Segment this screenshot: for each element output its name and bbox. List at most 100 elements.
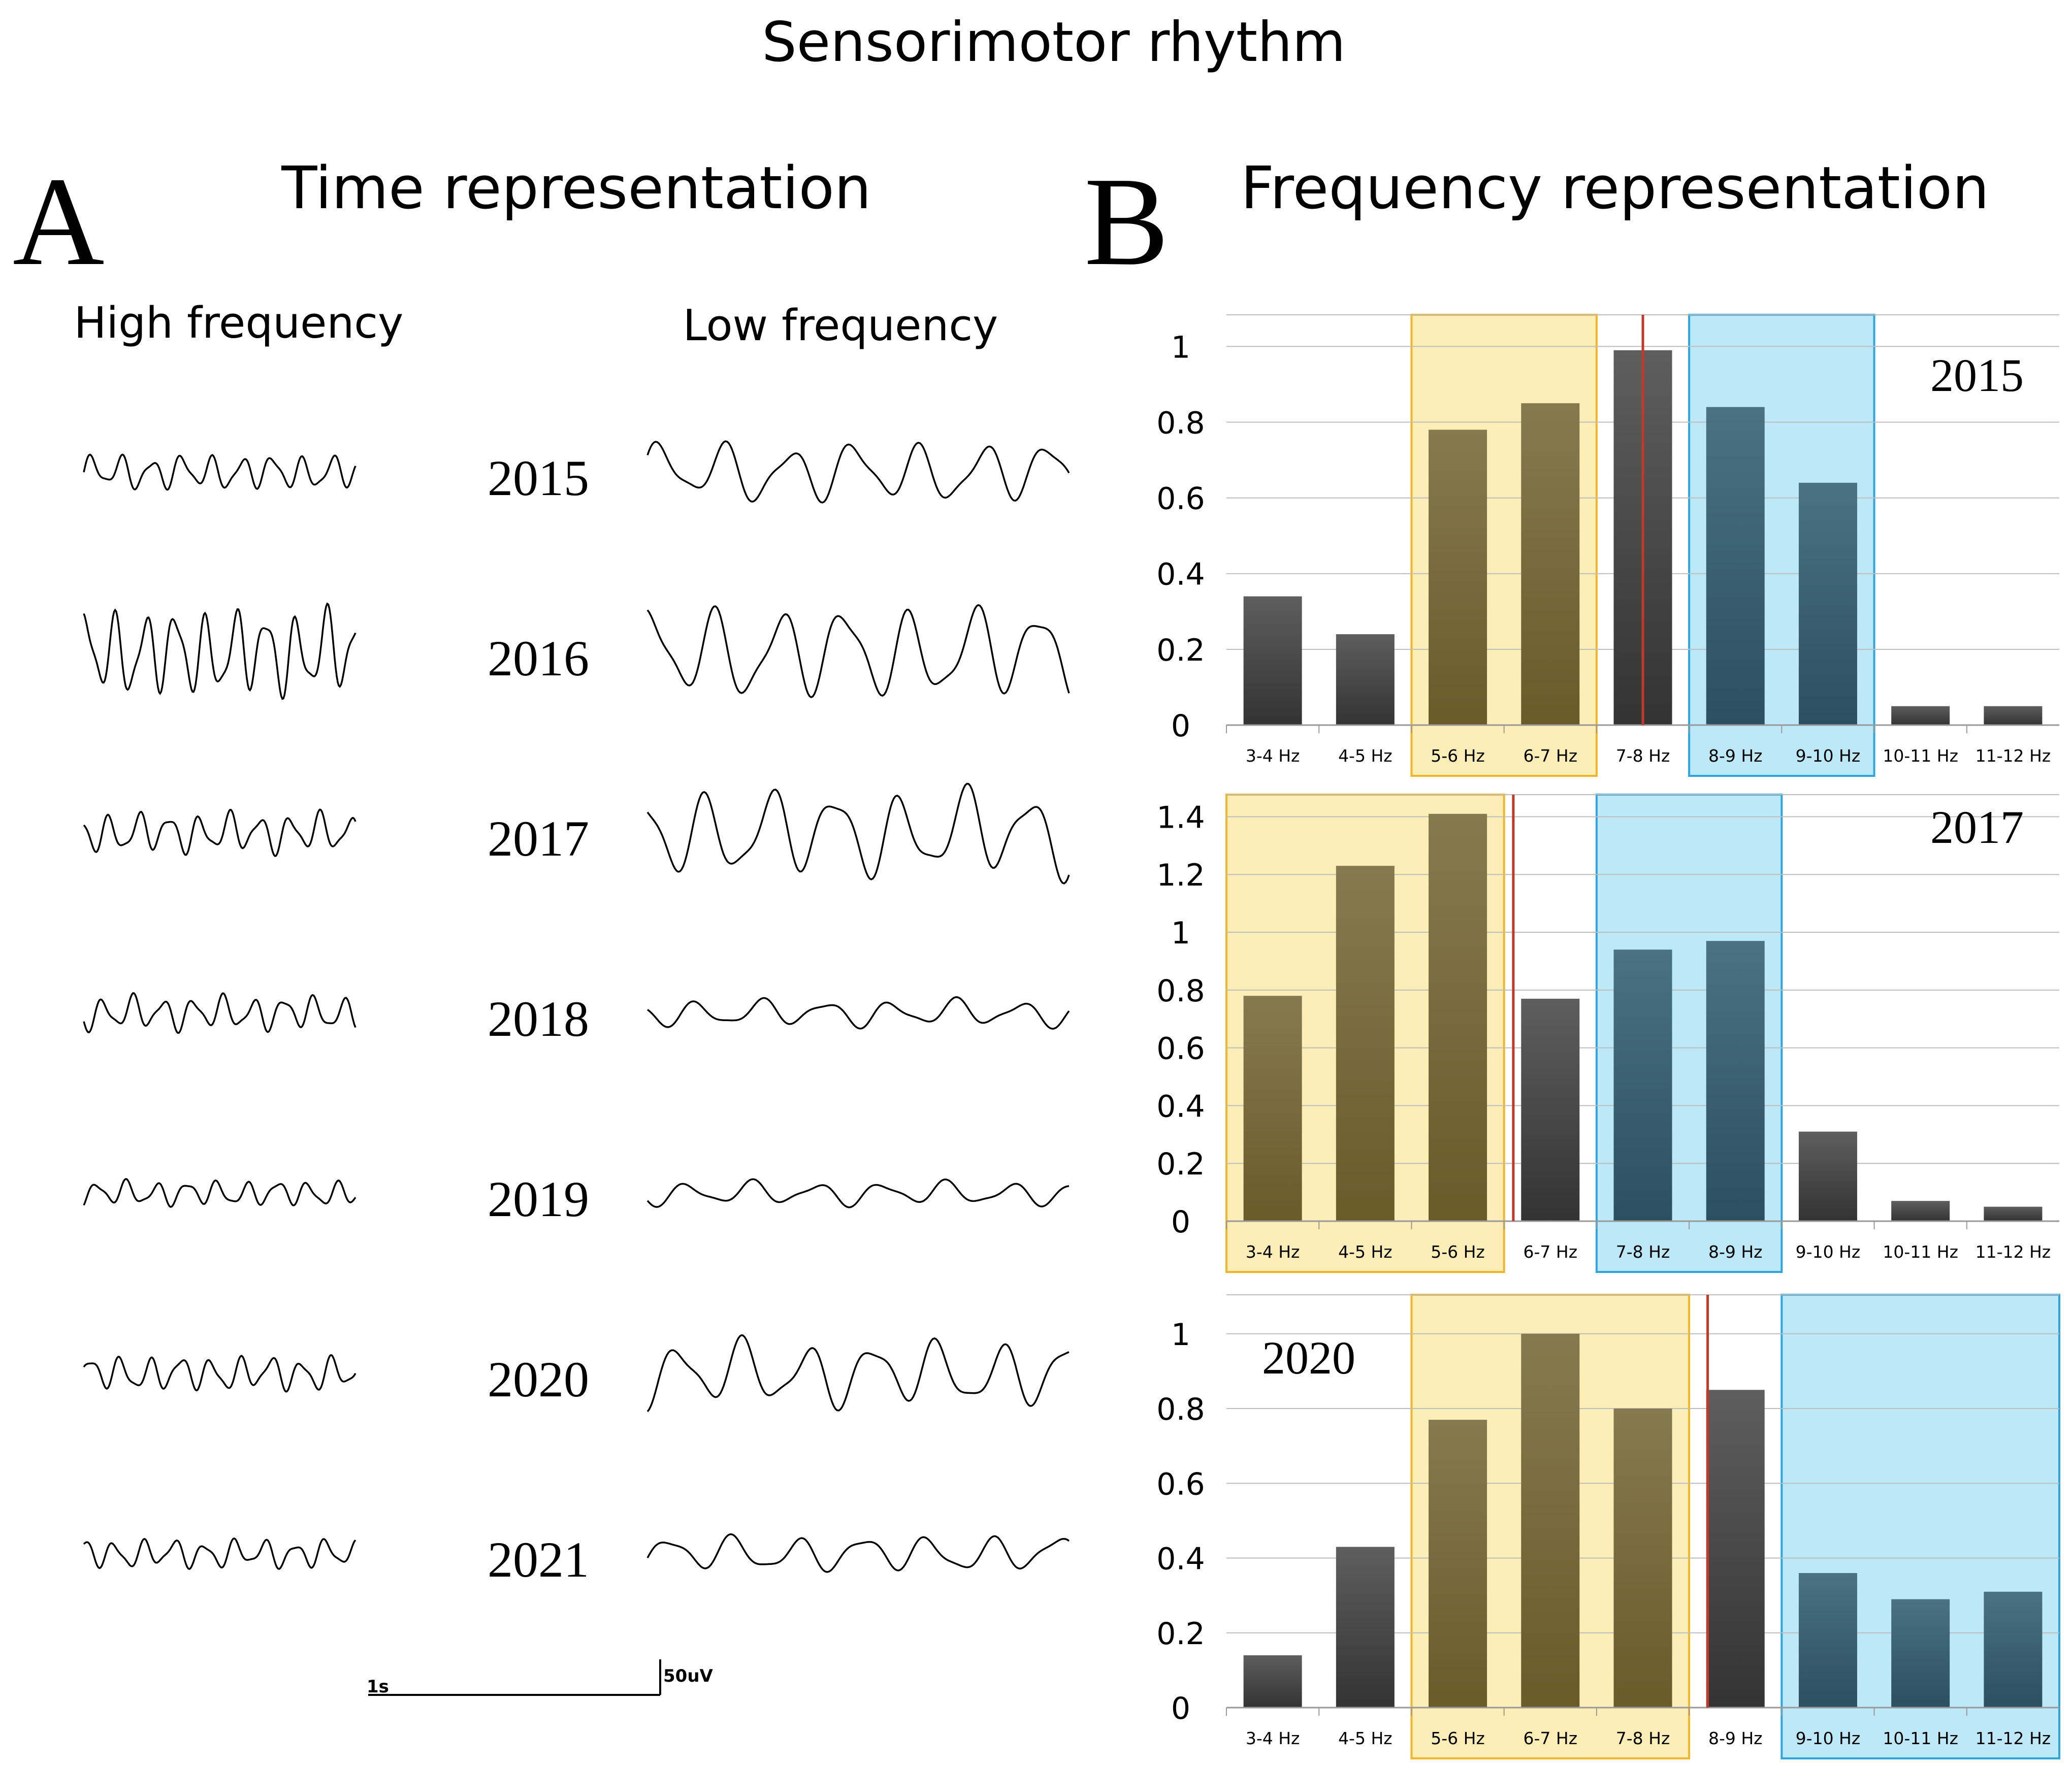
y-tick-label: 0.2	[1156, 633, 1205, 668]
y-tick-label: 0	[1171, 1691, 1190, 1726]
x-tick-label: 10-11 Hz	[1883, 1242, 1958, 1262]
bar	[1336, 866, 1395, 1221]
low-frequency-trace	[646, 1334, 1070, 1412]
trace-row: 2017	[83, 782, 1070, 885]
x-tick-label: 5-6 Hz	[1431, 746, 1485, 766]
bar	[1706, 1390, 1765, 1708]
x-tick-label: 7-8 Hz	[1616, 1728, 1670, 1748]
y-tick-label: 0.4	[1156, 1542, 1205, 1577]
low-frequency-trace	[646, 996, 1070, 1030]
y-tick-label: 0	[1171, 1204, 1190, 1240]
x-tick-label: 5-6 Hz	[1431, 1242, 1485, 1262]
y-tick-label: 0.4	[1156, 557, 1205, 593]
x-tick-label: 8-9 Hz	[1708, 1242, 1763, 1262]
x-tick-label: 9-10 Hz	[1796, 746, 1861, 766]
high-frequency-trace	[83, 453, 357, 491]
bar	[1429, 1420, 1487, 1708]
bar	[1243, 596, 1302, 725]
bar	[1891, 1599, 1950, 1708]
y-tick-label: 0	[1171, 708, 1190, 744]
y-tick-label: 0.6	[1156, 481, 1205, 517]
chart-year-label: 2017	[1930, 801, 2024, 853]
chart-year-label: 2020	[1262, 1332, 1355, 1384]
high-frequency-trace	[83, 808, 357, 858]
y-tick-label: 0.8	[1156, 405, 1205, 441]
trace-year-label: 2017	[488, 810, 589, 867]
bar	[1984, 706, 2043, 725]
bar	[1798, 482, 1857, 725]
bar	[1243, 1655, 1302, 1708]
bar	[1984, 1591, 2043, 1708]
low-frequency-trace	[646, 440, 1070, 504]
y-tick-label: 0.6	[1156, 1466, 1205, 1502]
bar-chart-2015: 0 0.2 0.4 0.6 0.8 1 3-4 Hz 4-5 Hz 5-6 Hz 6-7 Hz 7-…	[1156, 314, 2059, 777]
bar	[1521, 403, 1580, 725]
panel-b-title: Frequency representation	[1241, 154, 1989, 222]
bar	[1521, 1333, 1580, 1708]
high-frequency-trace	[83, 1178, 357, 1208]
y-tick-label: 0.6	[1156, 1031, 1205, 1067]
x-tick-label: 7-8 Hz	[1616, 1242, 1670, 1262]
x-tick-label: 6-7 Hz	[1524, 1728, 1578, 1748]
trace-year-label: 2015	[488, 450, 589, 506]
y-tick-label: 0.8	[1156, 1392, 1205, 1427]
bar	[1798, 1131, 1857, 1221]
trace-row: 2018	[83, 991, 1070, 1047]
x-tick-label: 11-12 Hz	[1976, 1242, 2051, 1262]
trace-year-label: 2020	[488, 1351, 589, 1408]
x-tick-label: 7-8 Hz	[1616, 746, 1670, 766]
low-frequency-trace	[646, 782, 1070, 885]
x-tick-label: 3-4 Hz	[1246, 746, 1300, 766]
x-tick-label: 4-5 Hz	[1338, 1728, 1393, 1748]
y-tick-label: 0.2	[1156, 1147, 1205, 1182]
bar	[1706, 407, 1765, 725]
bar	[1613, 950, 1672, 1221]
bar	[1984, 1206, 2043, 1221]
x-tick-label: 4-5 Hz	[1338, 746, 1393, 766]
bar	[1243, 996, 1302, 1221]
x-tick-label: 3-4 Hz	[1246, 1242, 1300, 1262]
y-tick-label: 1.2	[1156, 858, 1205, 893]
x-tick-label: 4-5 Hz	[1338, 1242, 1393, 1262]
x-tick-label: 6-7 Hz	[1524, 746, 1578, 766]
chart-year-label: 2015	[1930, 349, 2024, 401]
trace-year-label: 2021	[488, 1531, 589, 1588]
y-tick-label: 1	[1171, 915, 1190, 951]
bar	[1336, 634, 1395, 725]
bar	[1891, 1201, 1950, 1221]
trace-row: 2021	[83, 1531, 1070, 1588]
figure-title: Sensorimotor rhythm	[762, 11, 1346, 74]
x-tick-label: 11-12 Hz	[1976, 1728, 2051, 1748]
x-tick-label: 8-9 Hz	[1708, 1728, 1763, 1748]
trace-year-label: 2016	[488, 630, 589, 686]
x-tick-label: 3-4 Hz	[1246, 1728, 1300, 1748]
y-tick-label: 0.4	[1156, 1089, 1205, 1124]
bar	[1521, 998, 1580, 1221]
y-tick-label: 0.2	[1156, 1616, 1205, 1652]
x-tick-label: 5-6 Hz	[1431, 1728, 1485, 1748]
low-frequency-heading: Low frequency	[683, 301, 998, 351]
bar	[1706, 941, 1765, 1221]
panel-a-letter: A	[13, 151, 105, 292]
x-tick-label: 6-7 Hz	[1524, 1242, 1578, 1262]
trace-row: 2019	[83, 1171, 1070, 1227]
bar	[1891, 706, 1950, 725]
x-tick-label: 11-12 Hz	[1976, 746, 2051, 766]
low-frequency-trace	[646, 604, 1070, 699]
trace-rows: 2015 2016 2017 2018 2019 2020 2021	[83, 440, 1070, 1588]
high-frequency-heading: High frequency	[74, 298, 404, 348]
trace-row: 2020	[83, 1334, 1070, 1412]
x-tick-label: 9-10 Hz	[1796, 1242, 1861, 1262]
bar	[1798, 1573, 1857, 1708]
scale-bar: 1s 50uV	[367, 1659, 714, 1697]
trace-row: 2015	[83, 440, 1070, 506]
y-tick-label: 1	[1171, 330, 1190, 365]
x-tick-label: 10-11 Hz	[1883, 746, 1958, 766]
bar-charts: 0 0.2 0.4 0.6 0.8 1 3-4 Hz 4-5 Hz 5-6 Hz 6-7 Hz 7-…	[1156, 314, 2060, 1759]
scale-amp-label: 50uV	[663, 1666, 714, 1686]
high-frequency-trace	[83, 1354, 357, 1393]
bar	[1429, 813, 1487, 1221]
x-tick-label: 9-10 Hz	[1796, 1728, 1861, 1748]
panel-b: B Frequency representation 0 0.2 0.4 0.6 0.8…	[1084, 151, 2060, 1759]
